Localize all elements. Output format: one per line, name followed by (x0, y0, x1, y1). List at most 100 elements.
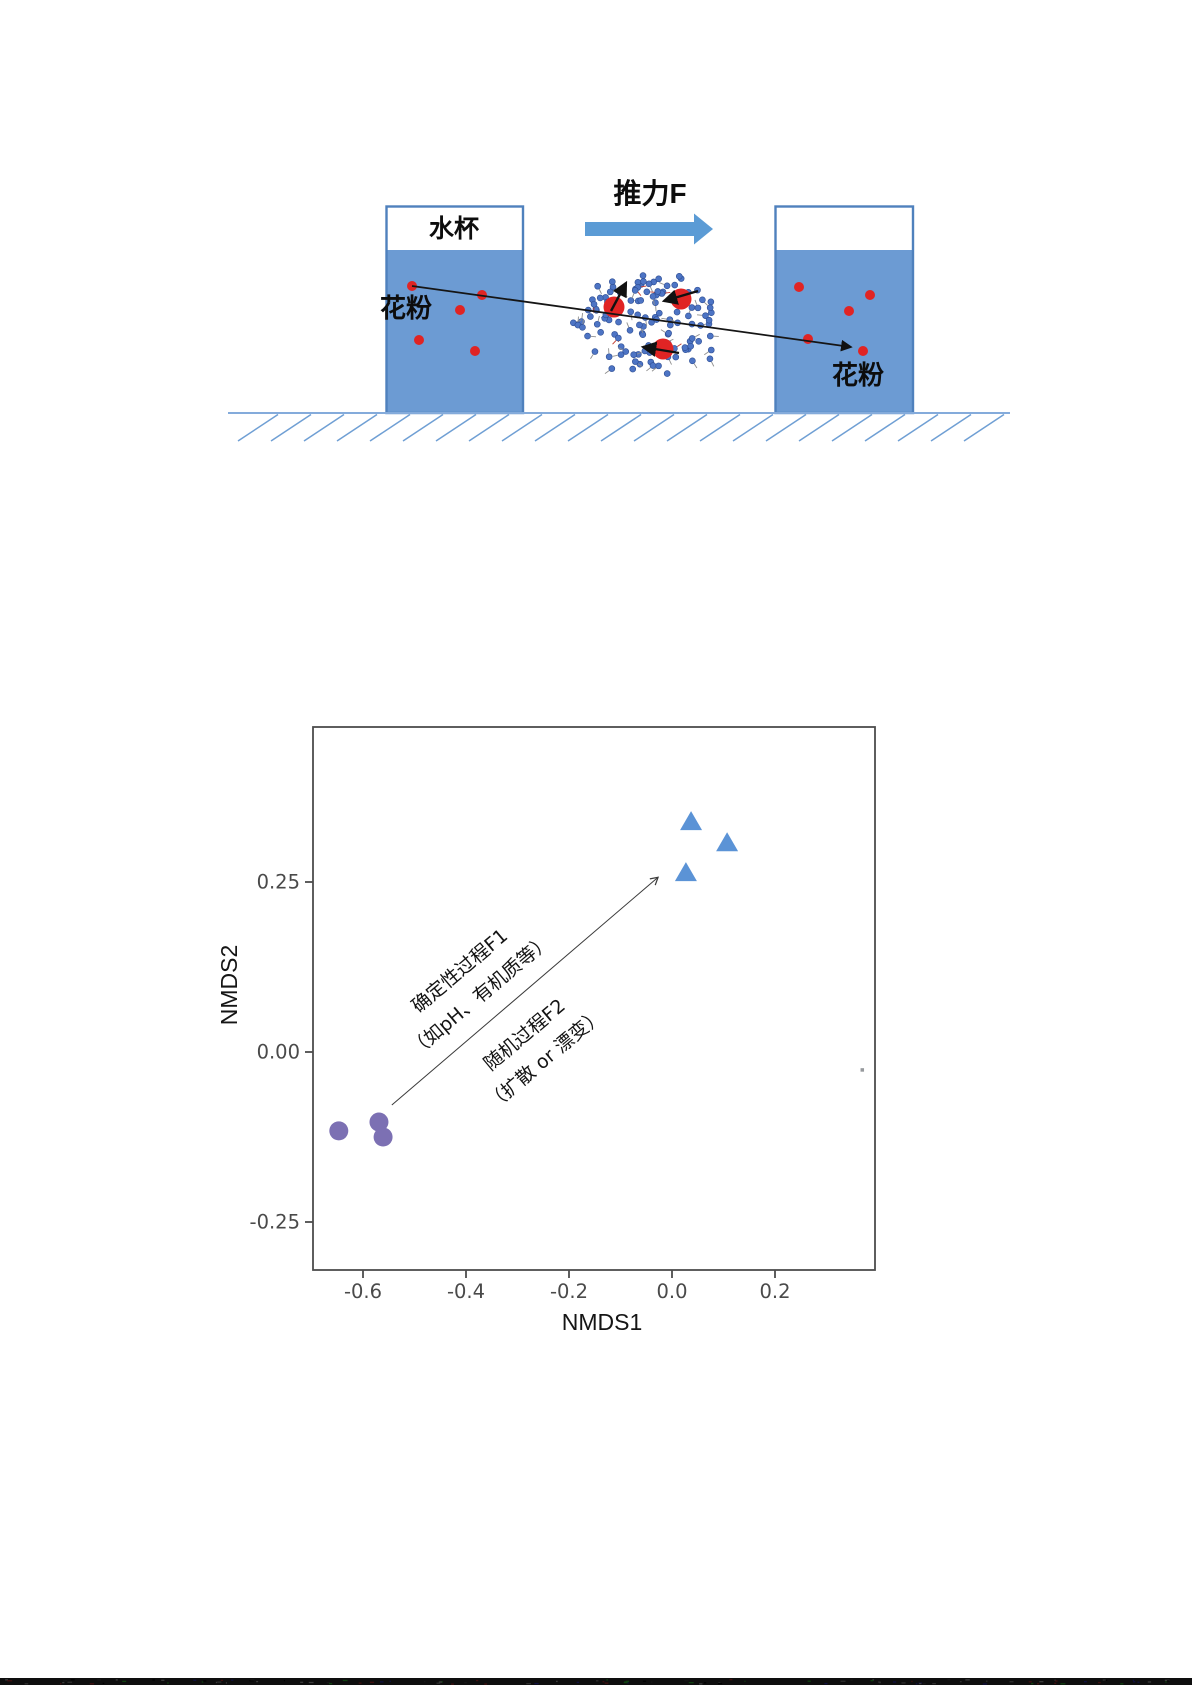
artifact-speck (860, 1068, 865, 1072)
bottom-black-bar (0, 1678, 1192, 1685)
molecule-dot (590, 300, 598, 308)
noise-speck (526, 1682, 531, 1685)
noise-speck (642, 1680, 647, 1682)
molecule-tail (581, 313, 584, 319)
noise-speck (627, 1682, 629, 1684)
noise-speck (807, 1680, 811, 1682)
noise-speck (62, 1681, 65, 1684)
noise-speck (534, 1682, 539, 1685)
molecule-tail (661, 317, 667, 320)
process-arrow (391, 876, 660, 1106)
molecule-dot (596, 294, 604, 302)
noise-speck (326, 1681, 331, 1684)
noise-speck (220, 1679, 224, 1682)
noise-speck (892, 1681, 897, 1683)
molecule-tail (653, 299, 655, 305)
noise-speck (476, 1679, 479, 1682)
molecule-dot (631, 287, 639, 294)
y-tick-label: 0.25 (257, 871, 300, 894)
hatch-line (831, 413, 873, 442)
molecule-tail (582, 318, 584, 325)
hatch-line (765, 413, 807, 442)
molecule-dot (622, 348, 630, 355)
particle-motion-arrow (661, 289, 699, 305)
noise-speck (922, 1682, 926, 1685)
molecule-dot (615, 318, 622, 326)
molecule-dot (673, 308, 681, 316)
molecule-dot (584, 332, 591, 340)
molecule-dot (649, 362, 657, 369)
noise-speck (283, 1679, 286, 1682)
noise-speck (308, 1681, 314, 1684)
hatch-line (567, 413, 609, 442)
molecule-tail (703, 351, 709, 356)
noise-speck (1098, 1681, 1101, 1684)
noise-speck (250, 1679, 255, 1681)
molecule-dot (705, 316, 713, 324)
hatch-line (369, 413, 411, 442)
molecule-tail (694, 299, 698, 305)
noise-speck (1054, 1682, 1057, 1684)
molecule-dot (630, 351, 637, 359)
hatch-line (435, 413, 477, 442)
molecule-dot (694, 304, 702, 312)
noise-speck (67, 1681, 73, 1683)
noise-speck (484, 1683, 488, 1685)
pollen-dot (455, 305, 465, 315)
molecule-tail (703, 301, 708, 306)
molecule-dot (681, 344, 689, 351)
pollen-dot (470, 346, 480, 356)
molecule-tail (660, 329, 666, 333)
noise-speck (328, 1682, 333, 1685)
molecule-tail (694, 333, 700, 338)
noise-speck (982, 1683, 987, 1685)
push-force-label: 推力F (613, 178, 686, 209)
noise-speck (115, 1679, 118, 1681)
noise-speck (602, 1681, 605, 1683)
noise-speck (901, 1682, 906, 1684)
noise-speck (877, 1681, 881, 1683)
noise-speck (215, 1681, 218, 1684)
noise-speck (718, 1683, 723, 1685)
noise-speck (688, 1681, 694, 1684)
noise-speck (1132, 1679, 1135, 1681)
noise-speck (684, 1680, 689, 1682)
molecule-dot (649, 293, 657, 300)
cup-label: 水杯 (429, 215, 479, 243)
plot-frame (312, 726, 876, 1271)
molecule-dot (665, 329, 672, 337)
molecule-dot (594, 282, 601, 290)
molecule-dot (643, 288, 651, 296)
molecule-dot (579, 324, 586, 331)
noise-speck (824, 1682, 828, 1685)
pollen-dots-left (407, 281, 487, 356)
right-cup-water (776, 250, 912, 413)
noise-speck (703, 1682, 707, 1684)
molecule-dot (689, 357, 696, 365)
noise-speck (369, 1681, 375, 1683)
x-tick-label: -0.2 (550, 1280, 588, 1303)
molecule-dot (655, 309, 663, 317)
noise-speck (249, 1680, 254, 1682)
noise-speck (424, 1680, 426, 1683)
molecule-tail (651, 367, 657, 372)
y-tick-label: -0.25 (250, 1211, 300, 1234)
large-pollen-particles (603, 280, 699, 360)
molecule-tail (669, 318, 675, 322)
molecule-tail (645, 320, 648, 327)
noise-speck (5, 1679, 8, 1681)
pollen-trajectory-arrow (411, 285, 853, 352)
molecule-dot (706, 304, 714, 312)
molecule-dot (687, 342, 695, 350)
noise-speck (604, 1682, 609, 1684)
hatch-line (732, 413, 774, 442)
scatter-point-triangle (674, 862, 697, 882)
noise-speck (451, 1683, 454, 1685)
molecule-dot (706, 355, 714, 363)
noise-speck (464, 1682, 467, 1684)
x-axis-title: NMDS1 (562, 1309, 643, 1335)
pollen-label-left: 花粉 (380, 293, 432, 323)
scatter-point-circle (329, 1121, 349, 1141)
